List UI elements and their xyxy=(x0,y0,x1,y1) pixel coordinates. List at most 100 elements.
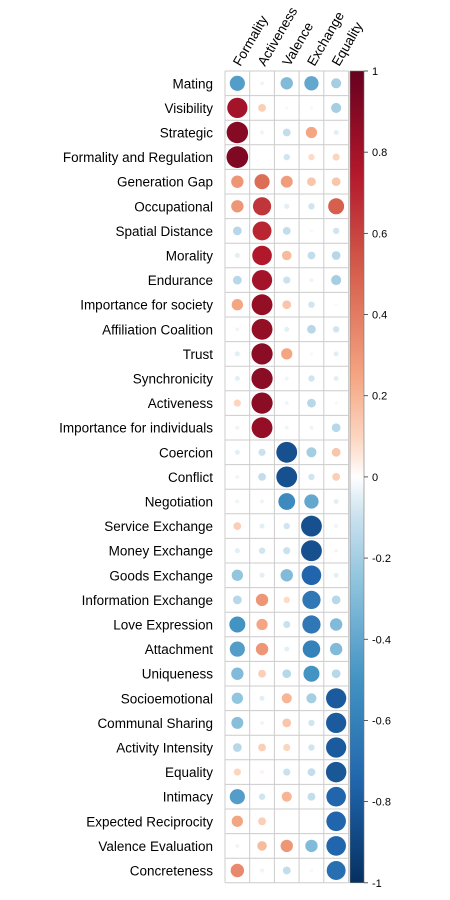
correlation-circle xyxy=(284,401,289,406)
correlation-circle xyxy=(302,590,321,610)
row-label: Affiliation Coalition xyxy=(102,322,213,337)
correlation-circle xyxy=(252,197,272,216)
correlation-circle xyxy=(333,129,339,136)
row-label: Visibility xyxy=(164,101,213,116)
correlation-circle xyxy=(251,343,273,365)
correlation-circle xyxy=(333,572,339,578)
correlation-circle xyxy=(326,737,347,758)
correlation-circle xyxy=(331,669,341,679)
correlation-circle xyxy=(308,744,315,751)
correlation-circle xyxy=(251,318,273,340)
correlation-circle xyxy=(233,522,242,531)
correlation-circle xyxy=(232,595,242,605)
correlation-circle xyxy=(332,153,340,161)
correlation-circle xyxy=(303,665,320,682)
correlation-circle xyxy=(235,499,240,504)
colorbar-tick-label: 0.8 xyxy=(372,147,387,159)
row-label: Intimacy xyxy=(163,790,214,805)
correlation-circle xyxy=(282,226,291,235)
correlation-circle xyxy=(229,616,246,633)
row-label: Attachment xyxy=(145,642,214,657)
correlation-circle xyxy=(329,642,343,656)
row-label: Communal Sharing xyxy=(97,716,213,731)
correlation-circle xyxy=(258,472,266,481)
correlation-circle xyxy=(334,303,338,307)
colorbar-tick-label: 0 xyxy=(372,472,378,484)
correlation-circle xyxy=(235,843,240,848)
correlation-circle xyxy=(307,177,316,187)
correlation-circle xyxy=(331,251,341,260)
colorbar-tick-label: -0.8 xyxy=(372,797,391,809)
row-label: Activity Intensity xyxy=(116,741,213,756)
correlation-circle xyxy=(284,326,290,332)
correlation-circle xyxy=(231,299,244,311)
correlation-circle xyxy=(234,375,240,382)
correlation-circle xyxy=(281,791,292,802)
correlation-circle xyxy=(325,761,347,783)
correlation-circle xyxy=(255,593,269,607)
correlation-circle xyxy=(329,618,343,631)
correlation-circle xyxy=(285,106,289,110)
correlation-circle xyxy=(308,719,315,727)
correlation-circle xyxy=(307,768,316,777)
colorbar-tick-label: 1 xyxy=(372,66,378,78)
correlation-circle xyxy=(260,770,265,775)
correlation-circle xyxy=(282,718,292,728)
correlation-circle xyxy=(331,275,342,286)
row-label: Service Exchange xyxy=(104,519,213,534)
correlation-circle xyxy=(283,153,290,161)
correlation-circle xyxy=(254,174,270,190)
row-label: Negotiation xyxy=(145,495,213,510)
correlation-circle xyxy=(283,620,291,629)
correlation-circle xyxy=(307,398,316,408)
correlation-circle xyxy=(308,375,315,382)
colorbar-tick-label: 0.6 xyxy=(372,228,387,240)
correlation-circle xyxy=(332,227,340,235)
correlation-circle xyxy=(280,839,293,853)
correlation-circle xyxy=(234,449,240,455)
correlation-circle xyxy=(309,278,314,283)
correlation-circle xyxy=(306,447,317,458)
correlation-circle xyxy=(282,300,292,310)
circle-layer xyxy=(226,75,347,880)
correlation-circle xyxy=(231,175,244,188)
correlation-circle xyxy=(234,252,240,259)
correlation-circle xyxy=(283,276,291,284)
correlation-circle xyxy=(302,615,321,634)
correlation-circle xyxy=(334,524,339,529)
correlation-circle xyxy=(281,693,292,704)
correlation-circle xyxy=(276,466,298,488)
correlation-circle xyxy=(258,448,266,456)
row-label: Love Expression xyxy=(113,618,213,633)
colorbar-tick-label: -0.2 xyxy=(372,553,391,565)
correlation-circle xyxy=(255,642,269,656)
correlation-circle xyxy=(283,768,291,776)
column-label-layer: FormalityActivenessValenceExchangeEquali… xyxy=(230,4,366,68)
correlation-circle xyxy=(281,348,293,360)
correlation-circle xyxy=(326,688,347,709)
row-label: Uniqueness xyxy=(142,667,214,682)
correlation-circle xyxy=(334,401,338,405)
correlation-circle xyxy=(309,868,314,873)
correlation-circle xyxy=(258,743,266,752)
row-label: Trust xyxy=(183,347,213,362)
correlation-circle xyxy=(231,569,244,581)
correlation-circle xyxy=(235,327,240,332)
correlation-circle xyxy=(260,868,265,873)
correlation-circle xyxy=(260,81,265,86)
correlation-circle xyxy=(258,547,266,554)
correlation-circle xyxy=(251,392,273,414)
row-label: Mating xyxy=(172,76,213,91)
correlation-circle xyxy=(226,121,249,144)
correlation-circle xyxy=(333,375,339,382)
correlation-circle xyxy=(280,175,293,188)
row-label: Importance for society xyxy=(80,298,213,313)
correlation-circle xyxy=(258,817,266,826)
correlation-circle xyxy=(226,146,249,168)
row-label: Conflict xyxy=(168,470,213,485)
correlation-circle xyxy=(232,226,242,236)
correlation-circle xyxy=(234,351,240,357)
correlation-circle xyxy=(301,515,322,537)
correlation-circle xyxy=(305,839,318,853)
